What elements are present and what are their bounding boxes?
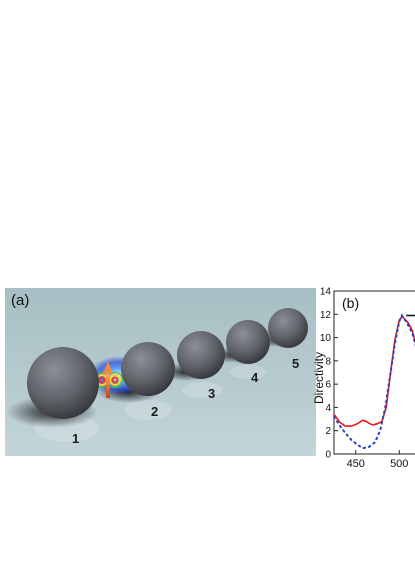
panel-a: (a) 1 2 3 4 5 — [5, 288, 316, 456]
sphere-5 — [268, 308, 308, 348]
sphere-2 — [121, 342, 175, 396]
x-tick-label: 450 — [347, 458, 365, 470]
sphere-3 — [177, 331, 225, 379]
y-tick-label: 2 — [325, 426, 331, 437]
x-tick-label: 500 — [390, 458, 408, 470]
y-tick-label: 14 — [320, 287, 332, 298]
y-tick-label: 4 — [325, 403, 331, 414]
panel-a-label: (a) — [11, 292, 29, 309]
sphere-1 — [27, 347, 99, 419]
panel-b-label: (b) — [342, 295, 359, 311]
sphere-label-1: 1 — [72, 431, 79, 446]
sphere-label-2: 2 — [151, 404, 158, 419]
sphere-4 — [226, 320, 270, 364]
sphere-label-5: 5 — [292, 356, 299, 371]
sphere-label-4: 4 — [251, 370, 259, 385]
y-tick-label: 12 — [320, 310, 332, 321]
dipole-arrow — [103, 361, 113, 398]
y-tick-label: 0 — [325, 450, 331, 461]
y-tick-label: 10 — [320, 333, 332, 344]
sphere-label-3: 3 — [208, 386, 215, 401]
y-axis-label: Directivity — [312, 352, 326, 404]
plot-series — [334, 313, 415, 450]
x-axis: 450 500 — [347, 450, 408, 470]
y-tick-label: 6 — [325, 380, 331, 391]
y-axis: 0 2 4 6 8 10 12 14 — [320, 287, 338, 461]
y-tick-label: 8 — [325, 356, 331, 367]
series-line-2 — [334, 313, 415, 450]
panel-b: 0 2 4 6 8 10 12 14 450 500 (b) Directivity — [312, 287, 415, 470]
